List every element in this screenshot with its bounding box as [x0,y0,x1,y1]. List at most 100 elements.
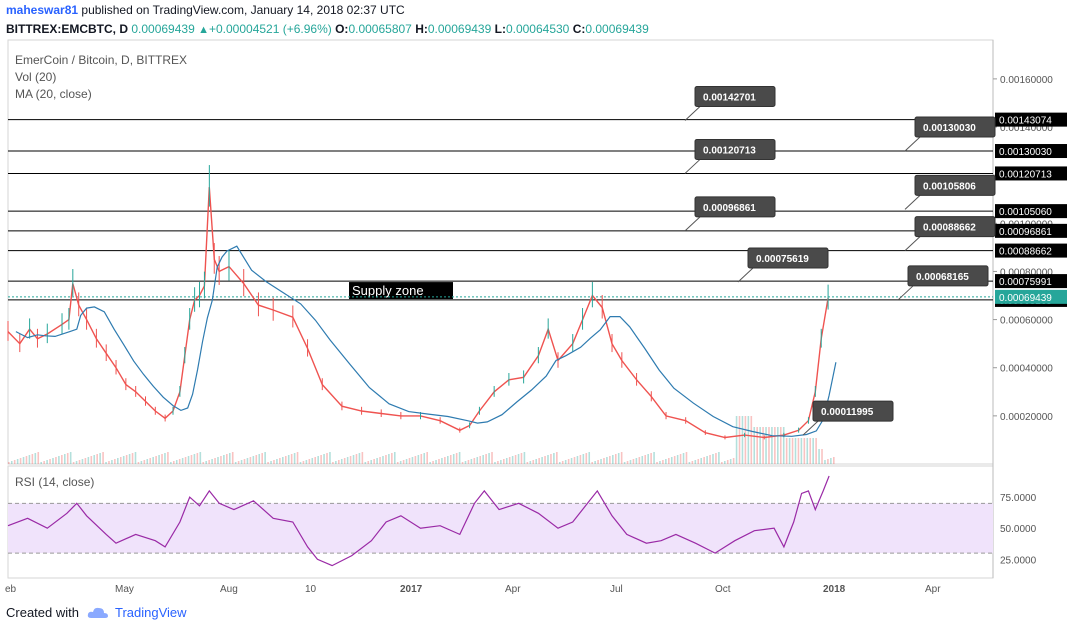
volume-bar [349,456,352,464]
volume-bar [28,455,31,464]
volume-bar [84,458,87,464]
callout-box [694,138,776,160]
volume-bar [659,461,661,464]
volume-bar [614,454,617,464]
volume-bar [234,462,237,464]
volume-bar [635,458,638,464]
volume-bar [161,454,163,464]
volume-bar [308,459,311,464]
level-price-text: 0.00088662 [999,247,1052,258]
volume-bar [402,460,405,464]
volume-bar [662,460,664,464]
callout-pointer [737,267,754,283]
y-tick-label: 0.00060000 [1000,316,1053,327]
level-price-tag [995,144,1067,159]
volume-bar [591,462,593,464]
volume-bar [370,460,373,464]
volume-bar [441,458,443,464]
volume-bar [452,454,455,464]
volume-bar [364,462,367,464]
level-price-text: 0.00120713 [999,169,1052,180]
volume-bar [712,454,714,464]
volume-bar [228,453,231,464]
volume-bar [287,455,290,464]
y-tick-label: 0.00140000 [1000,123,1053,134]
volume-bar [93,455,96,464]
volume-bar [550,454,552,464]
volume-bar [638,457,641,464]
price-chart[interactable]: 0.001600000.001400000.001200000.00100000… [0,38,1069,598]
volume-bar [211,459,213,464]
x-tick-label: Aug [220,584,238,595]
volume-bar [405,459,408,464]
callout-label: 0.00075619 [756,254,809,265]
volume-bar [747,416,750,464]
tradingview-link[interactable]: TradingView [114,605,187,620]
volume-bar [411,457,414,464]
volume-bar [632,459,635,464]
level-price-tag [995,243,1067,258]
volume-bar [561,461,564,464]
volume-bar [122,456,125,464]
volume-bar [830,458,832,464]
volume-bar [812,438,814,464]
volume-bar [46,460,48,464]
callout-label: 0.00142701 [703,93,756,104]
volume-bar [750,416,753,464]
level-price-text: 0.00105060 [999,207,1052,218]
rsi-label: RSI (14, close) [15,475,95,489]
x-tick-label: Jul [610,584,623,595]
volume-bar [114,459,116,464]
volume-bar [647,454,649,464]
volume-bar [641,456,644,464]
volume-bar [226,454,228,464]
author-link[interactable]: maheswar81 [6,3,79,17]
volume-bar [170,462,172,464]
level-price-text: 0.00143074 [999,116,1052,127]
supply-zone-label: Supply zone [352,283,424,298]
volume-bar [544,456,546,464]
volume-bar [408,458,411,464]
volume-bar [520,453,523,464]
x-tick-label: 10 [305,584,317,595]
volume-bar [376,458,378,464]
callout-box [914,216,996,238]
volume-bar [744,416,747,464]
volume-bar [508,457,511,464]
volume-bar [181,458,184,464]
volume-bar [284,456,287,464]
volume-bar [246,458,249,464]
volume-bar [570,458,573,464]
published-text: published on TradingView.com, January 14… [81,3,405,17]
volume-bar [511,456,514,464]
callout-pointer [897,285,914,301]
volume-bar [821,449,823,464]
callout-label: 0.00096861 [703,203,756,214]
callout-pointer [684,159,701,174]
volume-bar [217,457,219,464]
high-value: 0.00069439 [427,22,492,36]
volume-bar [444,457,446,464]
volume-bar [175,460,178,464]
close-value: 0.00069439 [585,22,649,36]
volume-bar [34,453,37,464]
volume-bar [626,461,629,464]
publish-header: maheswar81 published on TradingView.com,… [6,2,405,18]
volume-bar [276,459,278,464]
volume-bar [617,453,620,464]
volume-bar [66,453,69,464]
volume-bar [697,459,700,464]
callout-box [694,86,776,108]
volume-bar [759,427,761,464]
legend-ma: MA (20, close) [15,87,92,101]
volume-bar [458,452,461,464]
volume-bar [261,453,263,464]
volume-bar [470,459,473,464]
volume-bar [302,461,305,464]
volume-bar [464,461,467,464]
volume-bar [140,461,143,464]
volume-bar [49,459,51,464]
callout-box [914,116,996,138]
volume-bar [152,457,154,464]
volume-bar [199,452,202,464]
